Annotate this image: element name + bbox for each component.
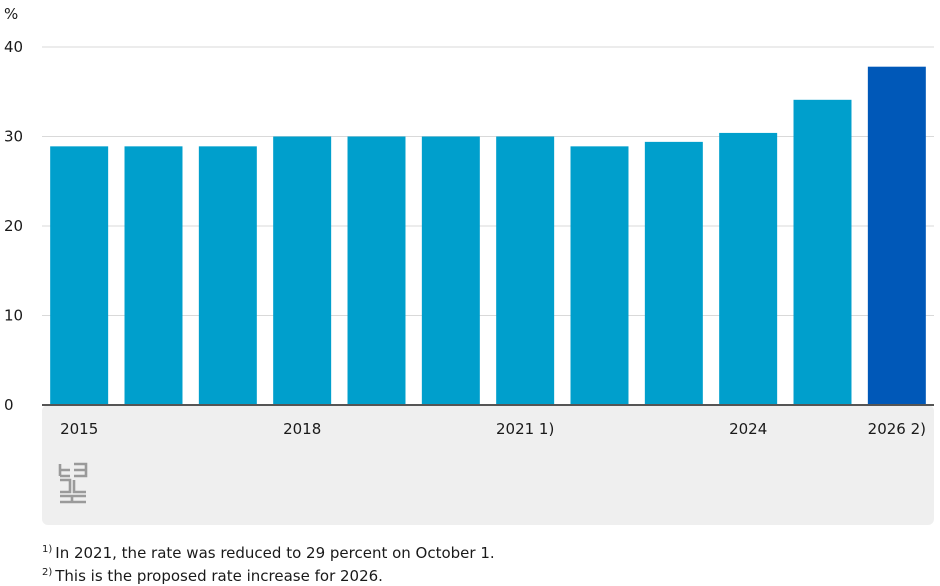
bar-chart: % 0 10 20 30 40 2015 2018 2021 1) 2024 2026 2): [4, 5, 934, 525]
footnote-text: In 2021, the rate was reduced to 29 perc…: [55, 544, 495, 562]
footnote-2: 2) This is the proposed rate increase for…: [42, 563, 495, 586]
bar-2022: [570, 146, 629, 405]
footnotes: 1) In 2021, the rate was reduced to 29 pe…: [42, 540, 495, 586]
y-tick-label: 40: [4, 38, 23, 56]
x-tick-label: 2015: [60, 420, 98, 438]
bar-2016: [124, 146, 183, 405]
y-tick-label: 0: [4, 396, 14, 414]
footnote-marker: 2): [42, 567, 53, 578]
cbs-logo-icon: cbs: [58, 462, 88, 504]
axis-band: [42, 405, 934, 525]
y-tick-label: 10: [4, 307, 23, 325]
footnote-text: This is the proposed rate increase for 2…: [55, 567, 383, 585]
bar-2015: [50, 146, 109, 405]
bar-20211: [496, 136, 555, 405]
x-axis-ticks: 2015 2018 2021 1) 2024 2026 2): [60, 420, 926, 438]
footnote-marker: 1): [42, 544, 53, 555]
bar-2024: [719, 132, 778, 406]
y-tick-label: 30: [4, 128, 23, 146]
bar-2023: [644, 141, 703, 405]
x-tick-label: 2024: [729, 420, 767, 438]
bar-2017: [198, 146, 257, 405]
x-tick-label: 2026 2): [868, 420, 926, 438]
bar-20262: [867, 66, 926, 405]
y-axis-ticks: 0 10 20 30 40: [4, 38, 23, 414]
bar-2018: [273, 136, 332, 405]
bar-2025: [793, 99, 852, 406]
bar-2019: [347, 136, 406, 405]
y-tick-label: 20: [4, 217, 23, 235]
bar-2020: [421, 136, 480, 405]
gridlines: [42, 46, 934, 316]
y-axis-unit-label: %: [4, 5, 18, 23]
x-tick-label: 2021 1): [496, 420, 554, 438]
bars: [50, 66, 926, 406]
footnote-1: 1) In 2021, the rate was reduced to 29 pe…: [42, 540, 495, 563]
x-tick-label: 2018: [283, 420, 321, 438]
